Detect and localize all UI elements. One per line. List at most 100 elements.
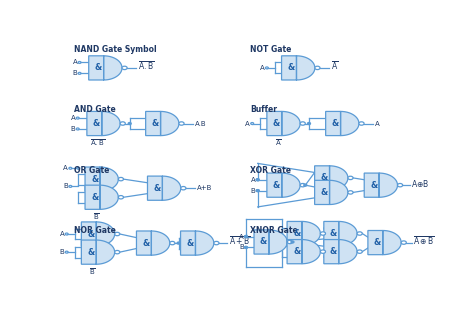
Polygon shape [82, 240, 115, 264]
Circle shape [256, 190, 259, 192]
Circle shape [348, 191, 353, 194]
Text: $\overline{\mathsf{A.B}}$: $\overline{\mathsf{A.B}}$ [138, 60, 154, 72]
Circle shape [265, 67, 268, 69]
Circle shape [359, 122, 364, 125]
Text: &: & [152, 119, 159, 128]
Text: $\overline{\mathsf{A.B}}$: $\overline{\mathsf{A.B}}$ [90, 138, 105, 148]
Circle shape [320, 232, 326, 235]
Circle shape [256, 190, 259, 192]
Circle shape [118, 177, 123, 181]
Text: $\overline{\mathsf{A}}$: $\overline{\mathsf{A}}$ [93, 194, 100, 204]
Circle shape [315, 66, 320, 70]
Text: A: A [245, 121, 250, 127]
Text: A: A [239, 234, 244, 240]
Text: &: & [87, 248, 95, 257]
Polygon shape [85, 185, 118, 209]
Polygon shape [87, 111, 120, 136]
Circle shape [115, 232, 120, 236]
Text: NOR Gate: NOR Gate [74, 226, 116, 235]
Text: A: A [60, 231, 64, 237]
Text: &: & [370, 181, 377, 190]
Text: &: & [93, 119, 100, 128]
Polygon shape [324, 240, 357, 264]
Polygon shape [287, 240, 320, 264]
Text: B: B [239, 244, 244, 251]
Circle shape [398, 183, 402, 187]
Text: A: A [375, 121, 380, 127]
Circle shape [120, 122, 125, 125]
Circle shape [357, 250, 362, 253]
Text: A: A [260, 65, 264, 71]
Text: $\overline{\mathsf{A}}$: $\overline{\mathsf{A}}$ [89, 248, 96, 259]
Text: &: & [186, 239, 194, 247]
Text: A+B: A+B [197, 185, 212, 191]
Text: Buffer: Buffer [250, 106, 277, 114]
Text: XNOR Gate: XNOR Gate [250, 226, 298, 235]
Polygon shape [147, 176, 181, 200]
Text: &: & [293, 247, 301, 256]
Polygon shape [146, 111, 179, 136]
Polygon shape [324, 221, 357, 246]
Text: &: & [288, 63, 295, 73]
Polygon shape [267, 111, 300, 136]
Circle shape [304, 184, 307, 186]
Text: $\overline{\mathsf{A+B}}$: $\overline{\mathsf{A+B}}$ [228, 236, 250, 247]
Text: NOT Gate: NOT Gate [250, 45, 292, 54]
Circle shape [65, 233, 68, 235]
Polygon shape [287, 221, 320, 246]
Text: &: & [95, 63, 102, 73]
Circle shape [76, 117, 79, 119]
Polygon shape [282, 56, 315, 80]
Polygon shape [315, 180, 348, 204]
Text: A: A [64, 165, 68, 171]
Text: B: B [64, 183, 68, 189]
Polygon shape [254, 230, 287, 254]
Circle shape [256, 179, 259, 181]
Text: B: B [71, 126, 75, 132]
Text: OR Gate: OR Gate [74, 166, 109, 175]
Text: B: B [251, 187, 255, 194]
Text: &: & [374, 238, 381, 247]
Text: &: & [91, 193, 98, 202]
Polygon shape [137, 231, 170, 255]
Circle shape [170, 241, 175, 245]
Circle shape [287, 240, 292, 244]
Circle shape [245, 236, 247, 237]
Circle shape [401, 241, 406, 244]
Polygon shape [315, 166, 348, 190]
Text: XOR Gate: XOR Gate [250, 166, 291, 175]
Circle shape [251, 122, 254, 124]
Text: AND Gate: AND Gate [74, 106, 116, 114]
Circle shape [118, 196, 123, 199]
Text: A.B: A.B [195, 121, 207, 127]
Circle shape [78, 62, 81, 63]
Text: &: & [87, 230, 95, 239]
Circle shape [69, 167, 72, 169]
Circle shape [256, 179, 259, 181]
Text: &: & [320, 188, 328, 197]
Text: $\overline{\mathsf{B}}$: $\overline{\mathsf{B}}$ [89, 267, 96, 277]
Circle shape [245, 246, 247, 248]
Text: &: & [260, 237, 267, 246]
Circle shape [181, 187, 186, 190]
Text: &: & [142, 239, 150, 247]
Text: B: B [60, 249, 64, 255]
Circle shape [115, 251, 120, 254]
Polygon shape [368, 230, 401, 255]
Text: A: A [73, 59, 77, 65]
Circle shape [348, 176, 353, 180]
Text: &: & [91, 175, 98, 184]
Text: &: & [330, 247, 337, 256]
Polygon shape [181, 231, 214, 255]
Text: A: A [251, 177, 255, 183]
Text: &: & [330, 229, 337, 238]
Circle shape [308, 122, 310, 124]
Polygon shape [267, 173, 300, 197]
Circle shape [179, 122, 184, 125]
Text: NAND Gate Symbol: NAND Gate Symbol [74, 45, 156, 54]
Text: &: & [273, 181, 280, 190]
Polygon shape [326, 111, 359, 136]
Circle shape [65, 251, 68, 253]
Polygon shape [85, 167, 118, 191]
Circle shape [300, 183, 305, 187]
